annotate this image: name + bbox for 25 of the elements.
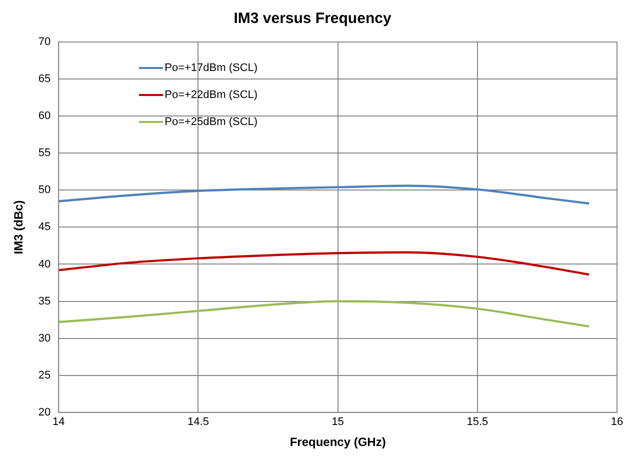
- y-axis-title: IM3 (dBc): [12, 200, 26, 254]
- y-tick-label: 65: [38, 73, 51, 86]
- legend-label: Po=+22dBm (SCL): [164, 88, 258, 100]
- x-axis-title: Frequency (GHz): [290, 435, 386, 450]
- y-tick-label: 35: [38, 295, 51, 308]
- x-tick-label: 14.5: [188, 416, 209, 428]
- x-tick-label: 16: [610, 416, 624, 428]
- y-tick-label: 60: [38, 110, 51, 122]
- y-tick-label: 30: [38, 332, 51, 344]
- chart-title: IM3 versus Frequency: [234, 10, 392, 28]
- x-tick-label: 15.5: [466, 416, 488, 428]
- line-series: [58, 184, 590, 205]
- line-series: [58, 300, 590, 328]
- y-tick-label: 25: [38, 369, 51, 382]
- x-tick-label: 14: [52, 416, 65, 428]
- legend-label: Po=+17dBm (SCL): [164, 62, 258, 74]
- y-tick-label: 50: [38, 184, 51, 196]
- y-tick-label: 70: [38, 36, 51, 48]
- line-series: [58, 251, 590, 276]
- y-tick-label: 55: [38, 147, 51, 160]
- y-tick-label: 40: [38, 258, 51, 270]
- x-tick-label: 15: [332, 416, 344, 428]
- y-tick-label: 45: [38, 221, 51, 234]
- legend-label: Po=+25dBm (SCL): [164, 116, 258, 128]
- y-tick-label: 20: [38, 406, 51, 418]
